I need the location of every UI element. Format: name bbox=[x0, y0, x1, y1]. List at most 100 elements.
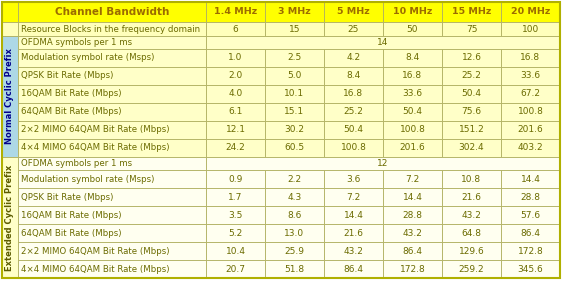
Text: 2.2: 2.2 bbox=[287, 175, 302, 184]
Bar bbox=[206, 85, 265, 103]
Text: 30.2: 30.2 bbox=[284, 125, 304, 135]
Bar bbox=[265, 139, 324, 157]
Text: 100.8: 100.8 bbox=[518, 108, 543, 116]
Text: 21.6: 21.6 bbox=[344, 228, 364, 238]
Bar bbox=[501, 139, 560, 157]
Text: 15.1: 15.1 bbox=[284, 108, 304, 116]
Bar bbox=[324, 206, 383, 224]
Bar bbox=[383, 139, 442, 157]
Bar bbox=[206, 170, 265, 188]
Text: 28.8: 28.8 bbox=[402, 211, 422, 219]
Bar bbox=[324, 121, 383, 139]
Bar bbox=[383, 121, 442, 139]
Bar bbox=[442, 188, 501, 206]
Text: 1.0: 1.0 bbox=[229, 54, 243, 62]
Text: 5 MHz: 5 MHz bbox=[337, 8, 370, 16]
Text: 50.4: 50.4 bbox=[402, 108, 422, 116]
Text: 64.8: 64.8 bbox=[462, 228, 482, 238]
Text: 4.0: 4.0 bbox=[229, 89, 243, 98]
Bar bbox=[18, 22, 206, 36]
Bar bbox=[18, 242, 206, 260]
Bar bbox=[383, 242, 442, 260]
Text: 20.7: 20.7 bbox=[226, 265, 246, 274]
Text: 10.4: 10.4 bbox=[226, 247, 246, 255]
Bar bbox=[442, 85, 501, 103]
Bar bbox=[206, 242, 265, 260]
Text: 2×2 MIMO 64QAM Bit Rate (Mbps): 2×2 MIMO 64QAM Bit Rate (Mbps) bbox=[21, 247, 169, 255]
Bar bbox=[501, 49, 560, 67]
Bar bbox=[18, 170, 206, 188]
Bar bbox=[18, 260, 206, 278]
Bar bbox=[383, 85, 442, 103]
Text: 43.2: 43.2 bbox=[344, 247, 364, 255]
Bar bbox=[324, 188, 383, 206]
Text: 86.4: 86.4 bbox=[520, 228, 540, 238]
Bar bbox=[383, 260, 442, 278]
Bar bbox=[206, 49, 265, 67]
Text: Resource Blocks in the frequency domain: Resource Blocks in the frequency domain bbox=[21, 25, 200, 34]
Text: 7.2: 7.2 bbox=[405, 175, 420, 184]
Bar bbox=[265, 85, 324, 103]
Bar bbox=[18, 121, 206, 139]
Text: 100.8: 100.8 bbox=[340, 144, 367, 152]
Bar bbox=[324, 2, 383, 22]
Bar bbox=[265, 242, 324, 260]
Bar bbox=[324, 103, 383, 121]
Text: OFDMA symbols per 1 ms: OFDMA symbols per 1 ms bbox=[21, 159, 132, 168]
Text: 259.2: 259.2 bbox=[459, 265, 484, 274]
Text: 10.8: 10.8 bbox=[462, 175, 482, 184]
Bar bbox=[206, 36, 560, 49]
Text: 151.2: 151.2 bbox=[459, 125, 484, 135]
Text: 75.6: 75.6 bbox=[462, 108, 482, 116]
Bar bbox=[324, 67, 383, 85]
Bar bbox=[18, 49, 206, 67]
Text: 10 MHz: 10 MHz bbox=[393, 8, 432, 16]
Bar bbox=[2, 2, 18, 22]
Bar bbox=[206, 157, 560, 170]
Bar bbox=[501, 85, 560, 103]
Bar bbox=[265, 103, 324, 121]
Bar bbox=[442, 170, 501, 188]
Text: 7.2: 7.2 bbox=[347, 192, 361, 201]
Bar bbox=[18, 188, 206, 206]
Text: 3.6: 3.6 bbox=[347, 175, 361, 184]
Bar bbox=[18, 103, 206, 121]
Text: 302.4: 302.4 bbox=[459, 144, 484, 152]
Bar bbox=[442, 121, 501, 139]
Bar bbox=[206, 121, 265, 139]
Text: 3 MHz: 3 MHz bbox=[278, 8, 311, 16]
Text: Channel Bandwidth: Channel Bandwidth bbox=[55, 7, 169, 17]
Text: 3.5: 3.5 bbox=[229, 211, 243, 219]
Text: 0.9: 0.9 bbox=[229, 175, 243, 184]
Text: 201.6: 201.6 bbox=[400, 144, 425, 152]
Bar bbox=[442, 139, 501, 157]
Text: 6.1: 6.1 bbox=[229, 108, 243, 116]
Bar bbox=[501, 206, 560, 224]
Text: 12: 12 bbox=[377, 159, 389, 168]
Bar bbox=[265, 206, 324, 224]
Bar bbox=[501, 121, 560, 139]
Text: 16.8: 16.8 bbox=[402, 72, 422, 81]
Text: 14: 14 bbox=[377, 38, 389, 47]
Text: 14.4: 14.4 bbox=[344, 211, 364, 219]
Bar bbox=[18, 157, 206, 170]
Bar bbox=[206, 22, 265, 36]
Text: QPSK Bit Rate (Mbps): QPSK Bit Rate (Mbps) bbox=[21, 72, 113, 81]
Text: 43.2: 43.2 bbox=[462, 211, 482, 219]
Bar bbox=[18, 224, 206, 242]
Bar bbox=[18, 139, 206, 157]
Text: 21.6: 21.6 bbox=[462, 192, 482, 201]
Text: 129.6: 129.6 bbox=[459, 247, 484, 255]
Bar bbox=[265, 121, 324, 139]
Text: 16QAM Bit Rate (Mbps): 16QAM Bit Rate (Mbps) bbox=[21, 211, 121, 219]
Bar bbox=[18, 67, 206, 85]
Bar bbox=[442, 260, 501, 278]
Bar bbox=[324, 170, 383, 188]
Text: 10.1: 10.1 bbox=[284, 89, 304, 98]
Text: 172.8: 172.8 bbox=[400, 265, 425, 274]
Text: 75: 75 bbox=[466, 25, 477, 34]
Text: 50.4: 50.4 bbox=[462, 89, 482, 98]
Text: 50: 50 bbox=[407, 25, 418, 34]
Text: 33.6: 33.6 bbox=[520, 72, 540, 81]
Bar bbox=[442, 2, 501, 22]
